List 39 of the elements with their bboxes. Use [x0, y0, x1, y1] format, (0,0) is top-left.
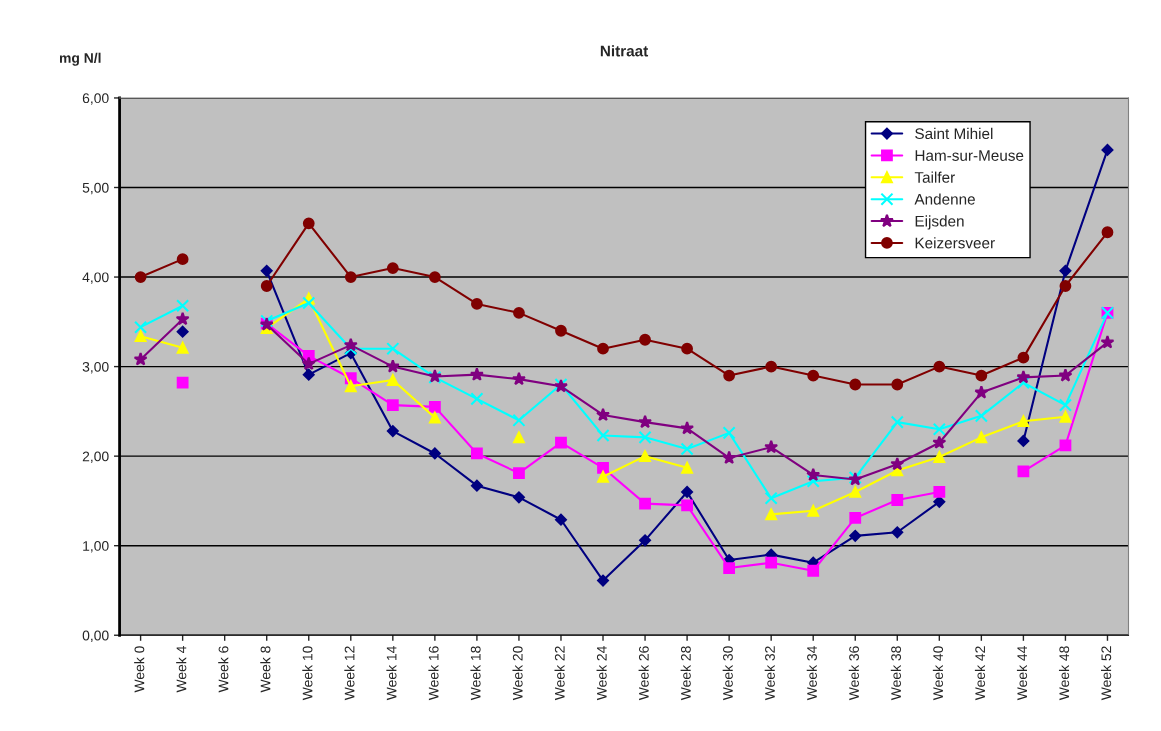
x-tick-label: Week 30	[722, 646, 733, 701]
legend-label: Keizersveer	[915, 237, 995, 249]
x-tick-label: Week 14	[386, 646, 397, 701]
x-tick-label: Week 6	[218, 646, 229, 693]
y-tick-label: 5,00	[82, 182, 109, 195]
x-tick-label: Week 22	[554, 646, 565, 701]
legend-label: Eijsden	[915, 215, 964, 230]
legend-label: Ham-sur-Meuse	[915, 150, 1024, 161]
legend-label: Tailfer	[914, 171, 955, 183]
x-tick-label: Week 16	[428, 646, 439, 701]
x-tick-label: Week 40	[932, 646, 944, 701]
x-tick-label: Week 0	[134, 646, 145, 693]
x-tick-label: Week 48	[1058, 646, 1070, 701]
y-tick-label: 6,00	[82, 93, 109, 105]
x-tick-label: Week 8	[260, 646, 271, 693]
x-tick-label: Week 24	[596, 646, 607, 701]
x-tick-label: Week 12	[344, 646, 355, 701]
x-tick-label: Week 52	[1101, 646, 1112, 701]
x-tick-label: Week 10	[302, 646, 313, 701]
x-tick-label: Week 26	[638, 646, 649, 701]
x-tick-label: Week 44	[1016, 646, 1028, 701]
x-tick-label: Week 38	[890, 646, 902, 701]
x-tick-label: Week 36	[848, 646, 859, 701]
x-tick-label: Week 18	[470, 646, 481, 701]
x-tick-label: Week 28	[680, 646, 691, 701]
y-tick-label: 2,00	[82, 451, 109, 463]
y-tick-label: 0,00	[82, 630, 109, 643]
x-tick-label: Week 42	[974, 646, 986, 701]
x-tick-label: Week 20	[512, 646, 523, 701]
y-tick-label: 3,00	[82, 361, 109, 374]
chart-title: Nitraat	[600, 45, 649, 57]
y-tick-label: 1,00	[83, 541, 109, 553]
legend-label: Andenne	[914, 193, 975, 205]
y-axis-title: mg N/l	[59, 52, 101, 66]
x-tick-label: Week 32	[764, 646, 775, 701]
legend-label: Saint Mihiel	[915, 127, 993, 140]
x-tick-label: Week 4	[176, 646, 187, 693]
y-tick-label: 4,00	[82, 272, 109, 284]
x-tick-label: Week 34	[806, 646, 817, 701]
